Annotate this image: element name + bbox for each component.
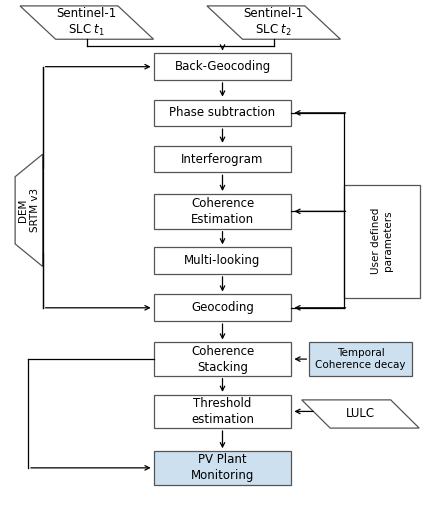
Text: Coherence
Stacking: Coherence Stacking [191, 345, 254, 373]
Text: Sentinel-1
SLC $t_2$: Sentinel-1 SLC $t_2$ [243, 7, 304, 38]
Text: Back-Geocoding: Back-Geocoding [174, 60, 271, 73]
Bar [154, 451, 291, 484]
Polygon shape [302, 400, 419, 428]
Text: Coherence
Estimation: Coherence Estimation [191, 197, 254, 226]
Polygon shape [15, 154, 43, 267]
Text: Temporal
Coherence decay: Temporal Coherence decay [315, 348, 406, 370]
Bar [154, 247, 291, 274]
Bar [154, 146, 291, 172]
Bar [154, 343, 291, 376]
Bar [154, 100, 291, 126]
Text: Threshold
estimation: Threshold estimation [191, 397, 254, 426]
Bar [154, 194, 291, 229]
Text: PV Plant
Monitoring: PV Plant Monitoring [191, 453, 254, 482]
Bar [344, 185, 420, 298]
Polygon shape [20, 6, 154, 40]
Bar [309, 343, 412, 376]
Text: User defined
parameters: User defined parameters [371, 208, 393, 274]
Text: Sentinel-1
SLC $t_1$: Sentinel-1 SLC $t_1$ [57, 7, 117, 38]
Bar [154, 294, 291, 321]
Text: Interferogram: Interferogram [181, 152, 264, 166]
Bar [154, 395, 291, 428]
Bar [154, 53, 291, 80]
Text: Geocoding: Geocoding [191, 301, 254, 314]
Text: LULC: LULC [346, 407, 375, 421]
Text: Multi-looking: Multi-looking [184, 254, 261, 267]
Polygon shape [207, 6, 340, 40]
Text: Phase subtraction: Phase subtraction [170, 106, 275, 120]
Text: DEM
SRTM v3: DEM SRTM v3 [18, 188, 40, 232]
